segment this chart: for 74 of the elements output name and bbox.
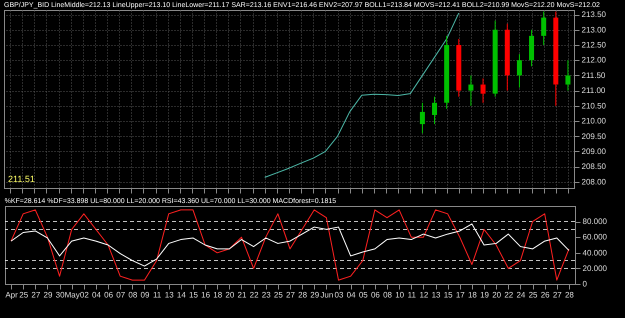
y-tick-label: 213.00 [582, 25, 607, 34]
y-tick-label: 210.50 [582, 101, 607, 110]
x-tick-label: 10 [395, 290, 405, 300]
x-tick-label: 03 [334, 290, 344, 300]
y-tick-label: 210.00 [582, 116, 607, 126]
candlestick [565, 60, 570, 92]
x-tick-label: 18 [213, 290, 223, 300]
y-tick-label: 208.50 [582, 162, 607, 172]
x-tick-label: 28 [564, 290, 574, 300]
y-tick-label: 212.50 [582, 40, 607, 50]
x-tick-label: 11 [408, 290, 416, 300]
candlestick [541, 11, 546, 46]
y-tick-label: 80.000 [582, 217, 608, 226]
x-tick-label: 22 [250, 290, 260, 300]
y-tick-label: 208.00 [582, 177, 607, 186]
x-tick-label: 21 [238, 290, 247, 300]
x-tick-label: 15 [189, 290, 198, 300]
x-tick-label: 20 [492, 290, 502, 300]
x-tick-label: 17 [456, 290, 466, 300]
candlestick [480, 78, 486, 104]
x-tick-label: 14 [176, 290, 186, 300]
x-tick-label: 04 [346, 290, 356, 300]
y-tick-label: 209.50 [582, 132, 607, 141]
x-tick-label: 29 [43, 290, 53, 300]
x-tick-label: 30 [56, 290, 66, 300]
y-tick-label: 0 [582, 280, 588, 288]
x-tick-label: 19 [480, 290, 490, 300]
x-tick-label: 25 [528, 290, 538, 300]
x-tick-label: 26 [540, 290, 550, 300]
x-tick-label: 08 [128, 290, 138, 300]
y-tick-label: 211.00 [582, 86, 606, 96]
candlestick [432, 96, 438, 125]
candlestick [420, 102, 425, 134]
x-tick-label: 18 [468, 290, 478, 300]
x-tick-label: 27 [286, 290, 296, 300]
x-tick-label: 25 [19, 290, 29, 300]
x-tick-label: 13 [432, 290, 442, 300]
line-series [10, 209, 570, 281]
x-tick-label: Jun [320, 290, 334, 300]
x-tick-label: 23 [262, 290, 272, 300]
y-tick-label: 209.00 [582, 146, 607, 156]
x-tick-label: 27 [31, 290, 41, 300]
x-tick-label: 08 [383, 290, 393, 300]
line-series [264, 12, 460, 178]
x-tick-label: 24 [516, 290, 526, 300]
y-tick-label: 212.00 [582, 56, 607, 65]
x-tick-label: 13 [164, 290, 174, 300]
x-tick-label: 25 [274, 290, 284, 300]
x-tick-label: 11 [152, 290, 162, 300]
y-tick-label: 213.50 [582, 10, 607, 20]
x-tick-label: 06 [104, 290, 114, 300]
x-tick-label: 02 [80, 290, 90, 300]
y-tick-label: 211.50 [582, 70, 606, 80]
y-tick-label: 40.000 [582, 248, 608, 258]
x-tick-label: 29 [310, 290, 320, 300]
candlestick [468, 74, 474, 106]
x-tick-label: May [64, 290, 80, 300]
annotation: 211.51 [8, 174, 35, 184]
x-tick-label: 09 [140, 290, 150, 300]
x-tick-label: 22 [504, 290, 514, 300]
x-tick-label: 15 [444, 290, 454, 300]
y-tick-label: 20.000 [582, 264, 608, 273]
x-tick-label: 20 [225, 290, 235, 300]
x-tick-label: Apr [5, 290, 18, 300]
x-tick-label: 07 [116, 290, 126, 300]
x-tick-label: 16 [201, 290, 211, 300]
y-tick-label: 60.000 [582, 232, 608, 242]
x-tick-label: 12 [419, 290, 429, 300]
x-tick-label: 06 [370, 290, 380, 300]
x-tick-label: 27 [552, 290, 562, 300]
x-tick-label: 05 [358, 290, 368, 300]
x-tick-label: 04 [92, 290, 102, 300]
candlestick [516, 54, 522, 88]
x-tick-label: 28 [298, 290, 308, 300]
